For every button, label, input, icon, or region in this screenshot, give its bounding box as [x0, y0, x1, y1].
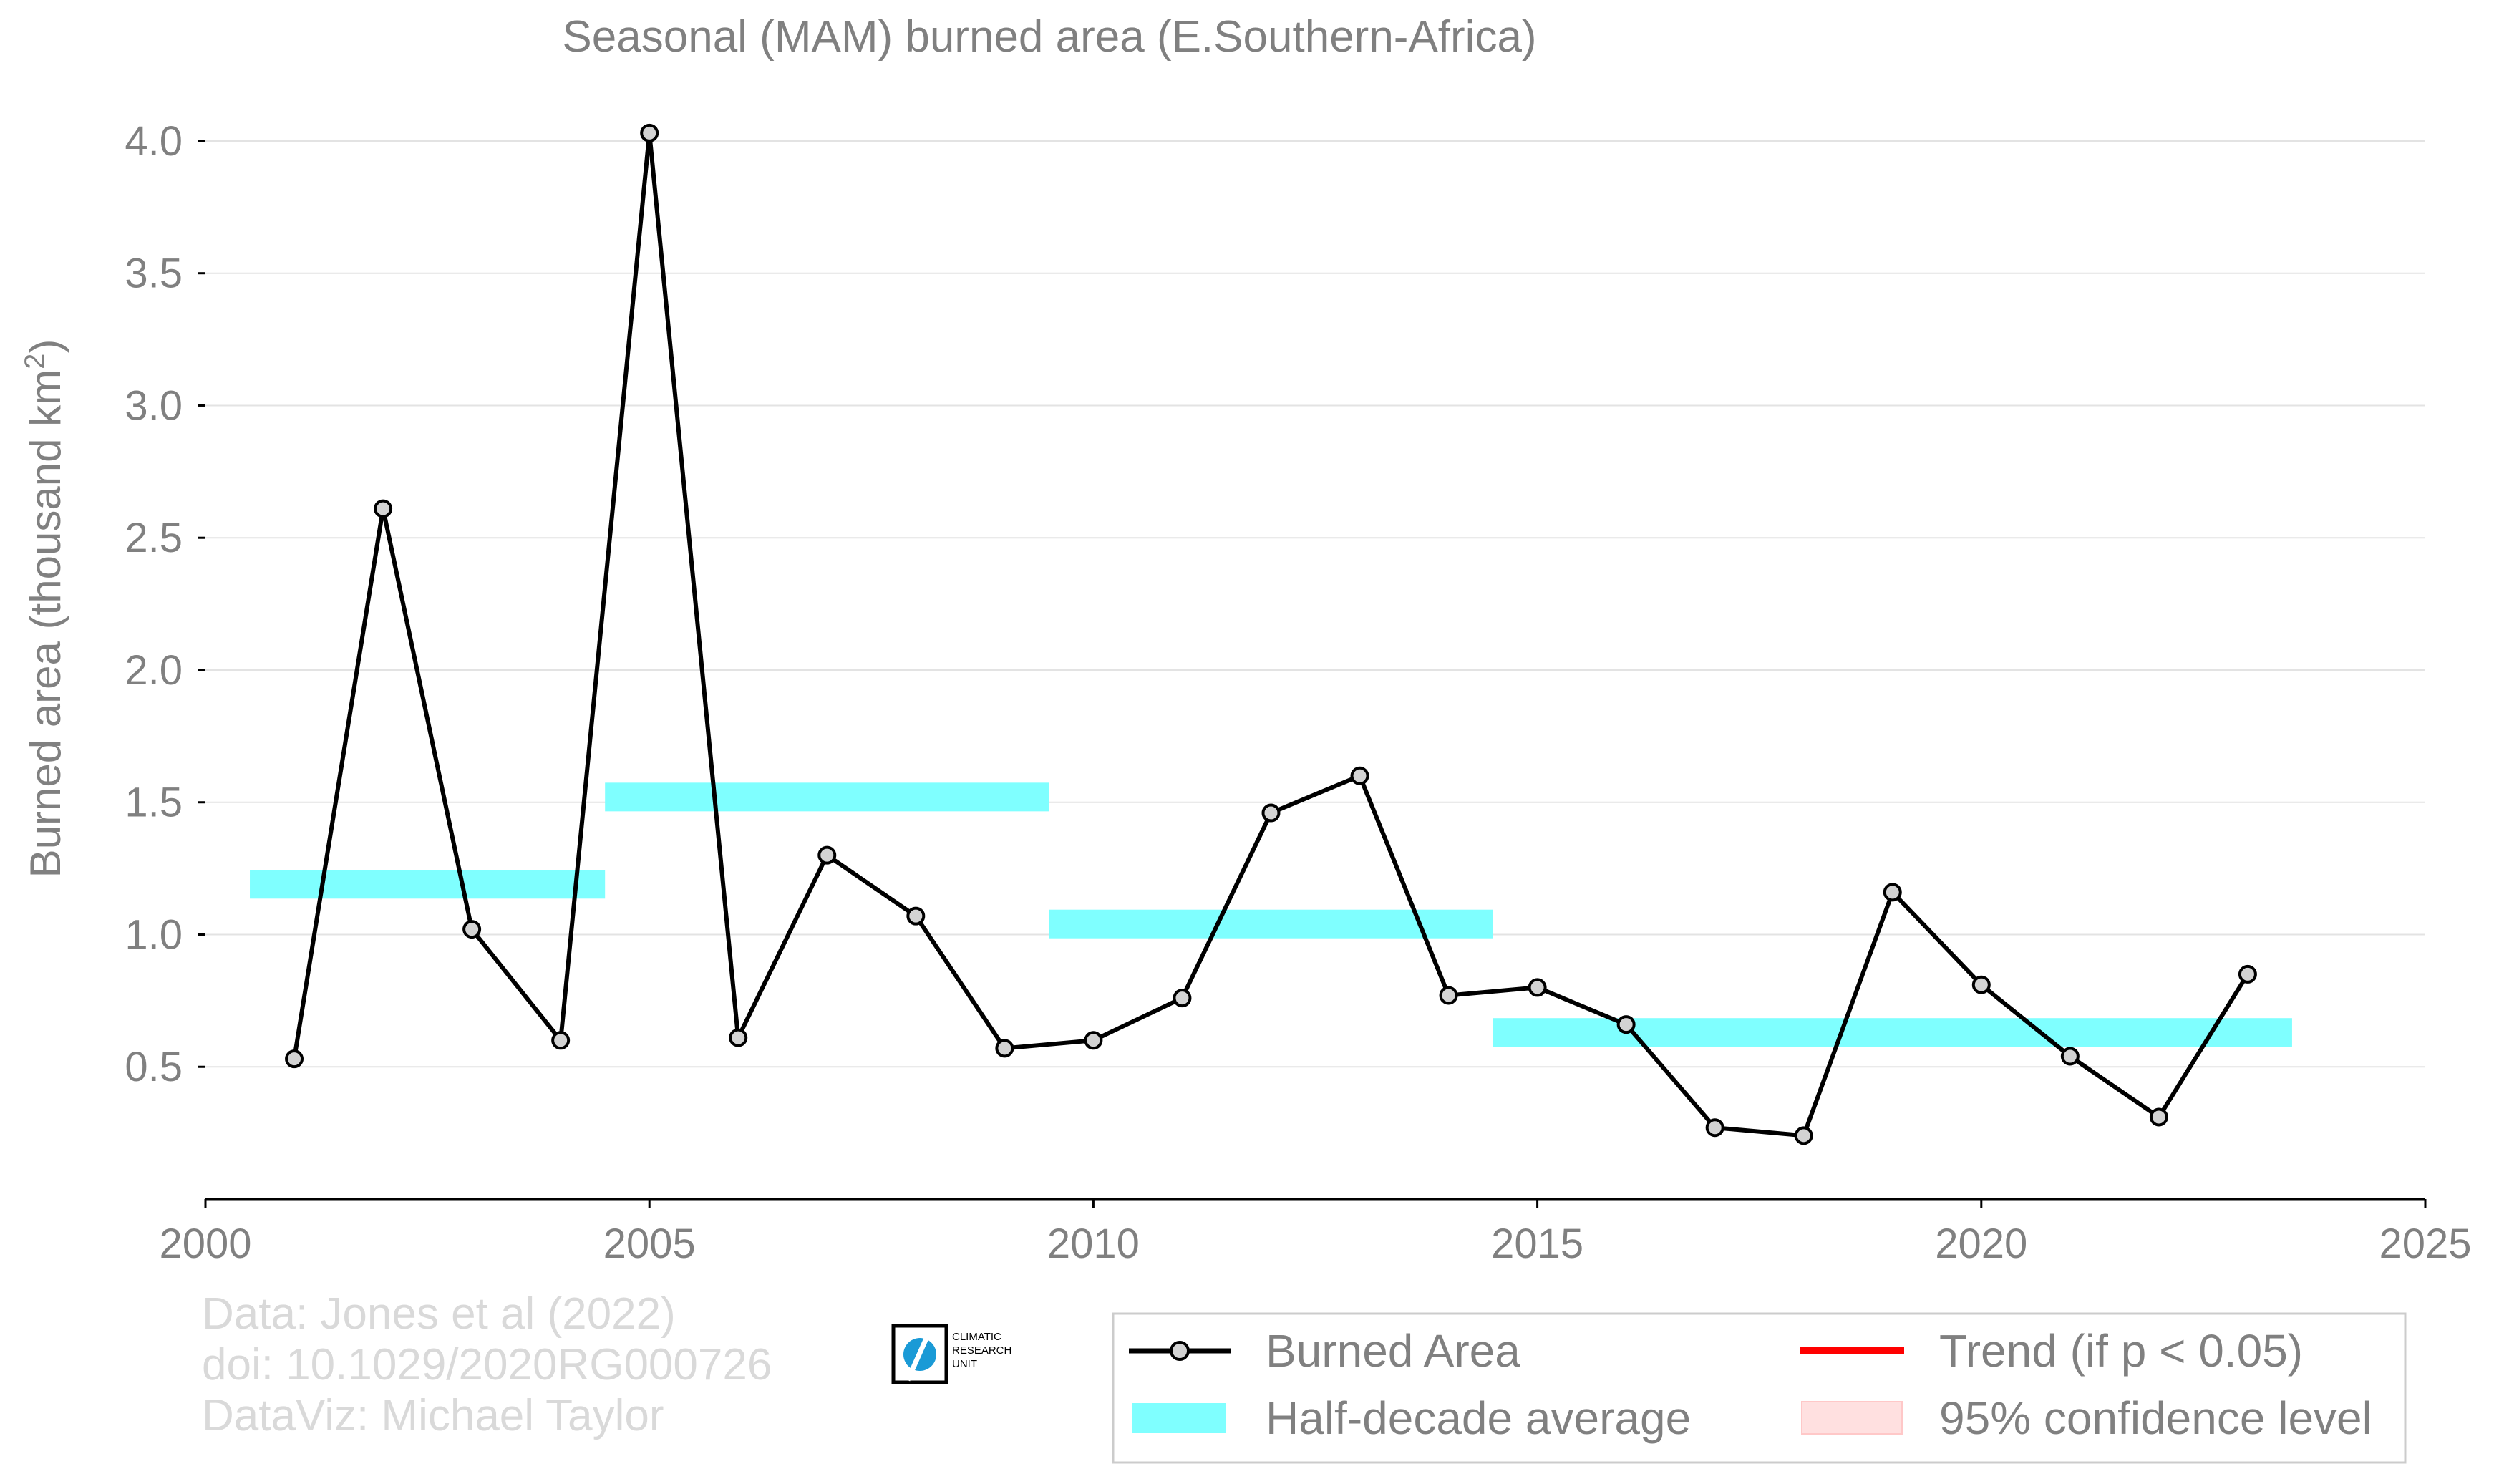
logo-text-line2: RESEARCH: [952, 1344, 1011, 1357]
credit-data-source: Data: Jones et al (2022): [202, 1289, 676, 1339]
data-point: [462, 920, 482, 939]
credit-dataviz: DataViz: Michael Taylor: [202, 1391, 664, 1440]
data-point: [1971, 975, 1991, 994]
logo-text-line3: UNIT: [952, 1358, 977, 1370]
data-point: [551, 1031, 571, 1050]
data-point: [1705, 1118, 1724, 1138]
logo-text-line1: CLIMATIC: [952, 1331, 1001, 1343]
legend-swatch-confidence: [1801, 1401, 1903, 1435]
half-decade-bar: [250, 870, 606, 899]
x-tick-label: 2025: [2379, 1221, 2471, 1267]
x-tick-label: 2005: [603, 1221, 696, 1267]
legend-marker-burned-area: [1170, 1341, 1190, 1361]
data-point: [906, 906, 926, 926]
logo-slash: [905, 1327, 933, 1382]
cru-logo: CLIMATIC RESEARCH UNIT: [891, 1324, 1011, 1384]
data-point: [1173, 989, 1192, 1008]
y-tick-label: 4.0: [125, 118, 183, 165]
data-point: [1261, 803, 1281, 823]
series-burned-area: [285, 123, 2257, 1145]
x-tick-label: 2020: [1935, 1221, 2027, 1267]
data-point: [2149, 1107, 2168, 1127]
data-point: [995, 1039, 1014, 1058]
data-point: [285, 1049, 304, 1069]
legend: Burned Area Trend (if p < 0.05) Half-dec…: [1112, 1312, 2407, 1464]
data-point: [2238, 964, 2257, 984]
data-point: [374, 499, 393, 518]
half-decade-bar: [1049, 909, 1493, 939]
legend-label-trend: Trend (if p < 0.05): [1939, 1325, 2303, 1377]
data-point: [1883, 883, 1902, 902]
gridlines: [205, 140, 2425, 1068]
data-point: [1616, 1015, 1636, 1034]
credit-doi: doi: 10.1029/2020RG000726: [202, 1340, 772, 1390]
legend-swatch-half-decade: [1132, 1403, 1226, 1433]
x-tick-label: 2000: [159, 1221, 251, 1267]
data-point: [2060, 1047, 2080, 1066]
half-decade-bar: [1493, 1018, 2292, 1047]
legend-label-confidence: 95% confidence level: [1939, 1392, 2372, 1444]
x-tick-label: 2015: [1491, 1221, 1583, 1267]
half-decade-bar: [605, 782, 1049, 812]
data-point: [817, 845, 837, 865]
y-tick-label: 1.5: [125, 780, 183, 826]
y-tick-label: 2.5: [125, 515, 183, 561]
data-point: [1794, 1126, 1813, 1145]
data-point: [1439, 986, 1458, 1005]
data-point: [1528, 978, 1547, 997]
legend-label-half-decade: Half-decade average: [1266, 1392, 1691, 1444]
legend-label-burned-area: Burned Area: [1266, 1325, 1520, 1377]
y-tick-label: 2.0: [125, 647, 183, 694]
axes: 0.5 1.0 1.5 2.0 2.5 3.0 3.5 4.0 2000 2005 2010 2015…: [125, 118, 2471, 1267]
chart-title: Seasonal (MAM) burned area (E.Southern-A…: [562, 12, 1536, 62]
y-axis-label: Burned area (thousand km2): [19, 339, 69, 878]
legend-frame: [1112, 1312, 2407, 1464]
half-decade-bands: [250, 782, 2292, 1047]
y-tick-label: 3.5: [125, 251, 183, 297]
data-point: [640, 123, 659, 142]
y-tick-label: 3.0: [125, 382, 183, 429]
x-tick-label: 2010: [1047, 1221, 1140, 1267]
data-point: [729, 1028, 748, 1047]
y-tick-label: 0.5: [125, 1044, 183, 1090]
y-tick-label: 1.0: [125, 911, 183, 958]
burned-area-line: [292, 130, 2250, 1138]
data-point: [1084, 1031, 1103, 1050]
data-point: [1350, 766, 1369, 785]
